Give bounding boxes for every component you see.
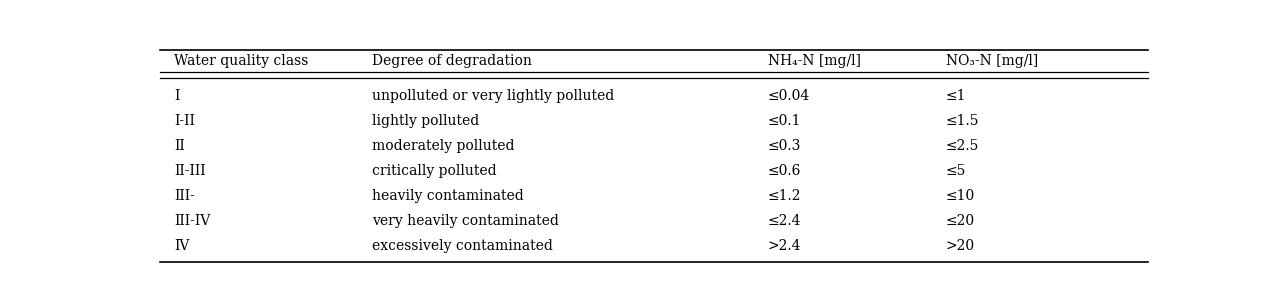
Text: ≤1.2: ≤1.2 (768, 189, 801, 203)
Text: ≤5: ≤5 (946, 164, 966, 178)
Text: ≤1: ≤1 (946, 88, 966, 103)
Text: excessively contaminated: excessively contaminated (373, 239, 553, 253)
Text: ≤20: ≤20 (946, 214, 975, 228)
Text: ≤0.04: ≤0.04 (768, 88, 810, 103)
Text: heavily contaminated: heavily contaminated (373, 189, 524, 203)
Text: ≤0.3: ≤0.3 (768, 139, 801, 153)
Text: ≤2.4: ≤2.4 (768, 214, 801, 228)
Text: ≤0.1: ≤0.1 (768, 114, 801, 128)
Text: ≤1.5: ≤1.5 (946, 114, 979, 128)
Text: II: II (175, 139, 185, 153)
Text: ≤0.6: ≤0.6 (768, 164, 801, 178)
Text: critically polluted: critically polluted (373, 164, 496, 178)
Text: I: I (175, 88, 180, 103)
Text: III-: III- (175, 189, 195, 203)
Text: NH₄-N [mg/l]: NH₄-N [mg/l] (768, 54, 861, 68)
Text: >2.4: >2.4 (768, 239, 801, 253)
Text: unpolluted or very lightly polluted: unpolluted or very lightly polluted (373, 88, 614, 103)
Text: IV: IV (175, 239, 190, 253)
Text: NO₃-N [mg/l]: NO₃-N [mg/l] (946, 54, 1037, 68)
Text: II-III: II-III (175, 164, 205, 178)
Text: Water quality class: Water quality class (175, 54, 309, 68)
Text: very heavily contaminated: very heavily contaminated (373, 214, 559, 228)
Text: I-II: I-II (175, 114, 195, 128)
Text: >20: >20 (946, 239, 975, 253)
Text: moderately polluted: moderately polluted (373, 139, 514, 153)
Text: lightly polluted: lightly polluted (373, 114, 480, 128)
Text: III-IV: III-IV (175, 214, 211, 228)
Text: ≤2.5: ≤2.5 (946, 139, 979, 153)
Text: ≤10: ≤10 (946, 189, 975, 203)
Text: Degree of degradation: Degree of degradation (373, 54, 532, 68)
